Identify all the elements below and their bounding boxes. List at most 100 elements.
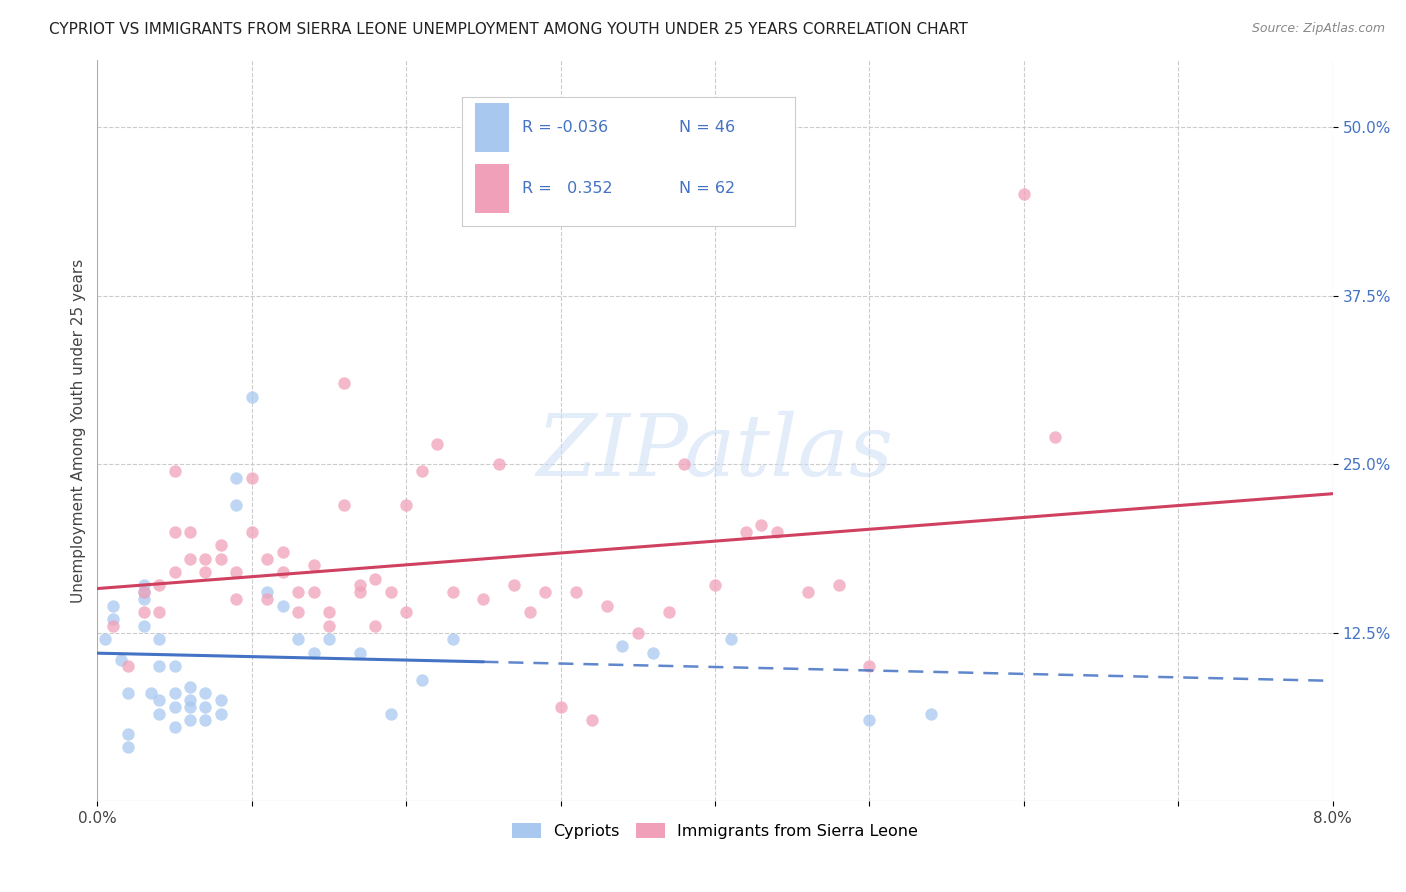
Point <box>302 558 325 573</box>
Point <box>751 517 773 532</box>
Point <box>519 606 541 620</box>
Point <box>179 699 201 714</box>
Point <box>271 599 294 613</box>
Point <box>209 706 232 721</box>
Point <box>441 585 464 599</box>
Point <box>117 740 139 755</box>
Y-axis label: Unemployment Among Youth under 25 years: Unemployment Among Youth under 25 years <box>72 259 86 602</box>
Point <box>148 659 170 673</box>
Point <box>503 578 526 592</box>
Point <box>163 686 186 700</box>
Point <box>179 551 201 566</box>
Point <box>766 524 789 539</box>
Point <box>287 585 309 599</box>
Point <box>101 612 124 626</box>
Point <box>148 706 170 721</box>
Point <box>209 551 232 566</box>
Point <box>179 680 201 694</box>
Point <box>132 591 155 606</box>
Point <box>287 632 309 647</box>
Point <box>163 659 186 673</box>
Point <box>302 585 325 599</box>
Point <box>472 591 495 606</box>
Point <box>333 498 356 512</box>
Point <box>94 632 117 647</box>
Point <box>179 693 201 707</box>
Point <box>287 606 309 620</box>
Point <box>240 524 263 539</box>
Point <box>141 686 163 700</box>
Point <box>148 632 170 647</box>
Point <box>441 632 464 647</box>
Point <box>117 659 139 673</box>
Point <box>194 551 217 566</box>
Point <box>240 390 263 404</box>
Point <box>179 714 201 728</box>
Point <box>256 585 278 599</box>
Point <box>225 565 247 579</box>
Point <box>349 646 371 660</box>
Point <box>627 625 650 640</box>
Point <box>194 699 217 714</box>
Point <box>380 706 402 721</box>
Point <box>364 619 387 633</box>
Point <box>411 464 433 478</box>
Point <box>117 686 139 700</box>
Point <box>349 578 371 592</box>
Point <box>581 714 603 728</box>
Point <box>673 457 696 471</box>
Point <box>194 565 217 579</box>
Point <box>920 706 942 721</box>
Point <box>132 619 155 633</box>
Point <box>565 585 588 599</box>
Point <box>148 578 170 592</box>
Point <box>1012 187 1035 202</box>
Point <box>735 524 758 539</box>
Text: Source: ZipAtlas.com: Source: ZipAtlas.com <box>1251 22 1385 36</box>
Point <box>411 673 433 687</box>
Point <box>240 470 263 484</box>
Point <box>704 578 727 592</box>
Point <box>318 606 340 620</box>
Point <box>132 585 155 599</box>
Point <box>720 632 742 647</box>
Point <box>256 591 278 606</box>
Point <box>271 545 294 559</box>
Point <box>256 551 278 566</box>
Point <box>302 646 325 660</box>
Point <box>858 659 880 673</box>
Point <box>225 591 247 606</box>
Point <box>132 578 155 592</box>
Point <box>209 693 232 707</box>
Point <box>426 437 449 451</box>
Point <box>395 606 418 620</box>
Point <box>163 464 186 478</box>
Point <box>271 565 294 579</box>
Point <box>117 727 139 741</box>
Point <box>534 585 557 599</box>
Point <box>380 585 402 599</box>
Point <box>318 632 340 647</box>
Point <box>488 457 510 471</box>
Point <box>318 619 340 633</box>
Point <box>395 498 418 512</box>
Point <box>333 376 356 391</box>
Point <box>148 693 170 707</box>
Point <box>163 720 186 734</box>
Point <box>827 578 849 592</box>
Point <box>163 699 186 714</box>
Text: ZIPatlas: ZIPatlas <box>537 411 894 494</box>
Point <box>796 585 818 599</box>
Point <box>101 619 124 633</box>
Point <box>179 524 201 539</box>
Point <box>349 585 371 599</box>
Point <box>1043 430 1066 444</box>
Legend: Cypriots, Immigrants from Sierra Leone: Cypriots, Immigrants from Sierra Leone <box>506 816 925 845</box>
Point <box>612 639 634 653</box>
Point <box>364 572 387 586</box>
Point <box>643 646 665 660</box>
Point <box>132 606 155 620</box>
Point <box>858 714 880 728</box>
Point <box>163 524 186 539</box>
Point <box>209 538 232 552</box>
